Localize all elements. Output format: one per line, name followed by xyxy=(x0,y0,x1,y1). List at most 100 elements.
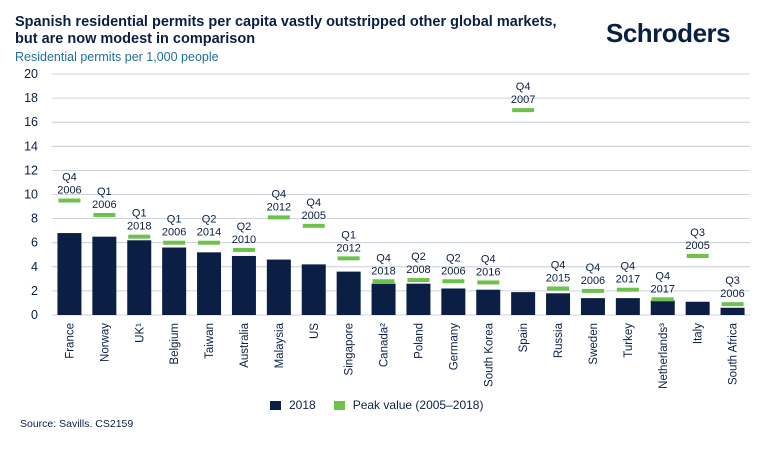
bar-2018 xyxy=(580,298,605,315)
bar-2018 xyxy=(476,289,501,315)
chart-title: Spanish residential permits per capita v… xyxy=(15,14,557,47)
peak-label-year: 2007 xyxy=(511,94,535,106)
bar-2018 xyxy=(231,255,256,315)
peak-label-year: 2012 xyxy=(336,242,360,254)
y-tick-label: 8 xyxy=(31,212,38,226)
peak-marker xyxy=(163,240,186,245)
legend-swatch-peak xyxy=(333,400,345,410)
peak-label-year: 2018 xyxy=(371,265,395,277)
peak-label-year: 2015 xyxy=(546,272,570,284)
peak-label-year: 2014 xyxy=(197,227,221,239)
peak-label-year: 2006 xyxy=(441,265,465,277)
peak-marker xyxy=(198,240,221,245)
peak-label-quarter: Q3 xyxy=(725,275,740,287)
peak-label-quarter: Q1 xyxy=(341,229,356,241)
bar-2018 xyxy=(92,236,117,315)
legend-item-peak: Peak value (2005–2018) xyxy=(333,398,484,412)
x-tick-label: US xyxy=(309,323,321,339)
peak-label-quarter: Q4 xyxy=(551,259,566,271)
bar-2018 xyxy=(720,307,745,315)
x-tick-label: Italy xyxy=(693,323,705,344)
peak-marker xyxy=(547,286,570,291)
y-tick-label: 2 xyxy=(31,284,38,298)
x-tick-label: Turkey xyxy=(623,323,635,358)
peak-marker xyxy=(93,212,116,217)
y-tick-label: 4 xyxy=(31,260,38,274)
peak-marker xyxy=(512,108,535,113)
bar-2018 xyxy=(162,247,187,315)
bar-2018 xyxy=(301,264,326,315)
legend-swatch-2018 xyxy=(270,400,281,410)
x-tick-label: Belgium xyxy=(169,323,181,365)
bar-2018 xyxy=(511,292,536,315)
peak-label-quarter: Q4 xyxy=(655,270,670,282)
peak-marker xyxy=(477,280,500,285)
source-note: Source: Savills. CS2159 xyxy=(20,418,134,430)
x-tick-label: Norway xyxy=(99,323,111,362)
peak-marker xyxy=(721,302,744,307)
peak-label-quarter: Q4 xyxy=(62,172,77,184)
y-tick-label: 0 xyxy=(31,308,38,322)
peak-label-year: 2017 xyxy=(651,283,675,295)
y-tick-label: 14 xyxy=(24,139,38,153)
y-tick-label: 10 xyxy=(24,188,38,202)
x-tick-label: UK¹ xyxy=(134,323,146,343)
peak-label-year: 2018 xyxy=(127,221,151,233)
x-tick-label: Canada² xyxy=(379,323,391,367)
peak-marker xyxy=(686,253,709,258)
chart-subtitle: Residential permits per 1,000 people xyxy=(15,50,219,64)
x-tick-label: Poland xyxy=(413,323,425,359)
y-tick-label: 18 xyxy=(24,91,38,105)
peak-label-quarter: Q4 xyxy=(586,262,601,274)
peak-label-year: 2008 xyxy=(406,264,430,276)
peak-marker xyxy=(302,223,325,228)
bar-2018 xyxy=(57,233,82,315)
x-tick-label: Sweden xyxy=(588,323,600,365)
peak-marker xyxy=(442,279,465,284)
legend-label-peak: Peak value (2005–2018) xyxy=(352,398,484,412)
x-tick-label: Russia xyxy=(553,322,565,358)
peak-label-quarter: Q3 xyxy=(690,227,705,239)
peak-marker xyxy=(372,279,395,284)
peak-label-quarter: Q2 xyxy=(411,251,426,263)
peak-label-year: 2012 xyxy=(267,201,291,213)
y-tick-label: 20 xyxy=(24,67,38,81)
peak-label-quarter: Q2 xyxy=(237,221,252,233)
x-tick-label: Malaysia xyxy=(274,322,286,368)
peak-marker xyxy=(616,287,639,292)
peak-label-quarter: Q4 xyxy=(376,252,391,264)
bar-2018 xyxy=(336,271,361,315)
x-tick-label: South Africa xyxy=(728,322,740,385)
bar-2018 xyxy=(685,301,710,315)
y-tick-label: 12 xyxy=(24,163,38,177)
bar-2018 xyxy=(546,293,571,315)
peak-label-year: 2006 xyxy=(162,227,186,239)
peak-marker xyxy=(128,234,151,239)
peak-label-year: 2006 xyxy=(720,288,744,300)
x-tick-label: Taiwan xyxy=(204,323,216,359)
peak-label-year: 2006 xyxy=(581,275,605,287)
peak-label-year: 2005 xyxy=(685,240,709,252)
peak-marker xyxy=(581,288,604,293)
x-tick-label: Singapore xyxy=(344,323,356,375)
bar-2018 xyxy=(197,252,222,315)
x-tick-label: Germany xyxy=(448,323,460,371)
peak-label-year: 2010 xyxy=(232,234,256,246)
legend-item-2018: 2018 xyxy=(270,398,316,412)
bar-2018 xyxy=(266,259,291,315)
peak-label-quarter: Q4 xyxy=(481,253,496,265)
peak-label-quarter: Q1 xyxy=(167,214,182,226)
peak-label-quarter: Q2 xyxy=(202,214,217,226)
peak-label-quarter: Q2 xyxy=(446,252,461,264)
peak-label-year: 2016 xyxy=(476,266,500,278)
peak-marker xyxy=(651,297,674,302)
bar-2018 xyxy=(650,300,675,315)
peak-label-year: 2006 xyxy=(92,199,116,211)
peak-label-quarter: Q4 xyxy=(272,188,287,200)
x-tick-label: France xyxy=(64,323,76,359)
x-tick-label: Netherlands³ xyxy=(658,323,670,389)
legend-label-2018: 2018 xyxy=(289,398,316,412)
x-tick-label: Spain xyxy=(518,323,530,352)
peak-marker xyxy=(267,215,290,220)
